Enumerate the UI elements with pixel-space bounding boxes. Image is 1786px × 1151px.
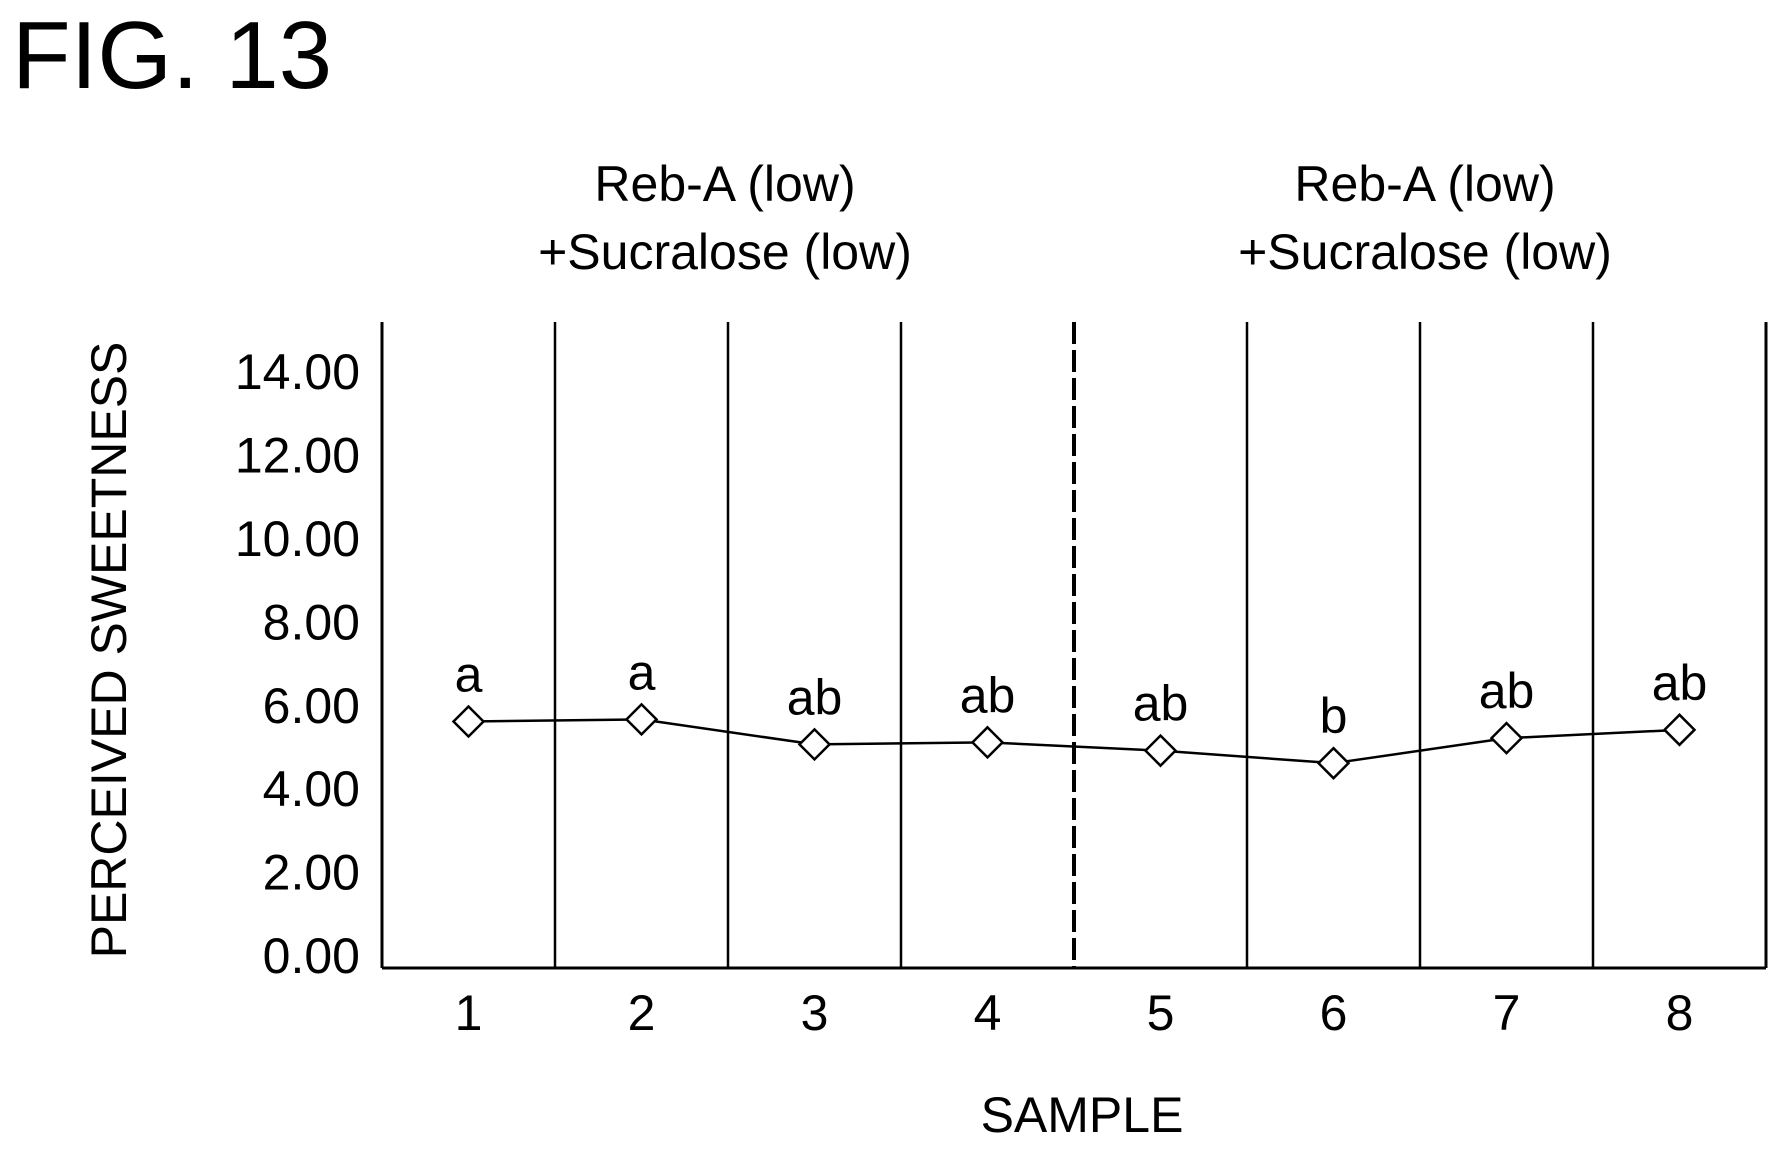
significance-label: ab [1479, 663, 1535, 719]
y-axis-title: PERCEIVED SWEETNESS [81, 342, 137, 959]
data-point-diamond [797, 727, 832, 762]
data-point-diamond [1489, 721, 1524, 755]
group-left-line2: +Sucralose (low) [538, 224, 912, 280]
x-tick-labels: 1 2 3 4 5 6 7 8 [455, 985, 1694, 1041]
y-tick-label: 14.00 [235, 344, 360, 400]
data-point-diamond [451, 704, 486, 739]
group-label-right: Reb-A (low) +Sucralose (low) [1195, 150, 1655, 286]
series-line [468, 718, 1680, 765]
y-tick-label: 8.00 [263, 594, 360, 650]
x-tick-label: 1 [455, 985, 483, 1041]
y-tick-label: 12.00 [235, 428, 360, 484]
group-right-line2: +Sucralose (low) [1238, 224, 1612, 280]
significance-label: ab [1133, 676, 1189, 732]
significance-label: a [628, 644, 656, 700]
figure-label: FIG. 13 [12, 2, 333, 109]
significance-label: ab [787, 669, 843, 725]
x-tick-label: 3 [801, 985, 829, 1041]
significance-label: ab [960, 667, 1016, 723]
data-point-diamond [1316, 746, 1351, 780]
significance-label: b [1320, 688, 1348, 744]
grid-lines [553, 322, 1595, 968]
group-left-line1: Reb-A (low) [594, 156, 856, 212]
y-tick-labels: 0.00 2.00 4.00 6.00 8.00 10.00 12.00 14.00 [235, 344, 360, 984]
x-tick-label: 6 [1320, 985, 1348, 1041]
data-point-diamond [624, 702, 659, 737]
group-right-line1: Reb-A (low) [1294, 156, 1556, 212]
x-tick-label: 5 [1147, 985, 1175, 1041]
data-point-diamond [1662, 713, 1697, 747]
significance-label: ab [1652, 655, 1708, 711]
data-point-diamond [970, 725, 1005, 760]
y-tick-label: 4.00 [263, 761, 360, 817]
significance-labels: a a ab ab ab b ab ab [455, 644, 1708, 744]
y-tick-label: 6.00 [263, 678, 360, 734]
axes [380, 322, 1768, 970]
y-tick-label: 10.00 [235, 511, 360, 567]
group-label-left: Reb-A (low) +Sucralose (low) [495, 150, 955, 286]
x-axis-title: SAMPLE [981, 1087, 1184, 1143]
significance-label: a [455, 646, 483, 702]
series [468, 718, 1680, 765]
x-tick-label: 2 [628, 985, 656, 1041]
data-point-diamond [1143, 733, 1178, 768]
y-tick-label: 0.00 [263, 928, 360, 984]
data-markers [451, 702, 1697, 780]
x-tick-label: 7 [1493, 985, 1521, 1041]
x-tick-label: 4 [974, 985, 1002, 1041]
y-tick-label: 2.00 [263, 845, 360, 901]
x-tick-label: 8 [1666, 985, 1694, 1041]
